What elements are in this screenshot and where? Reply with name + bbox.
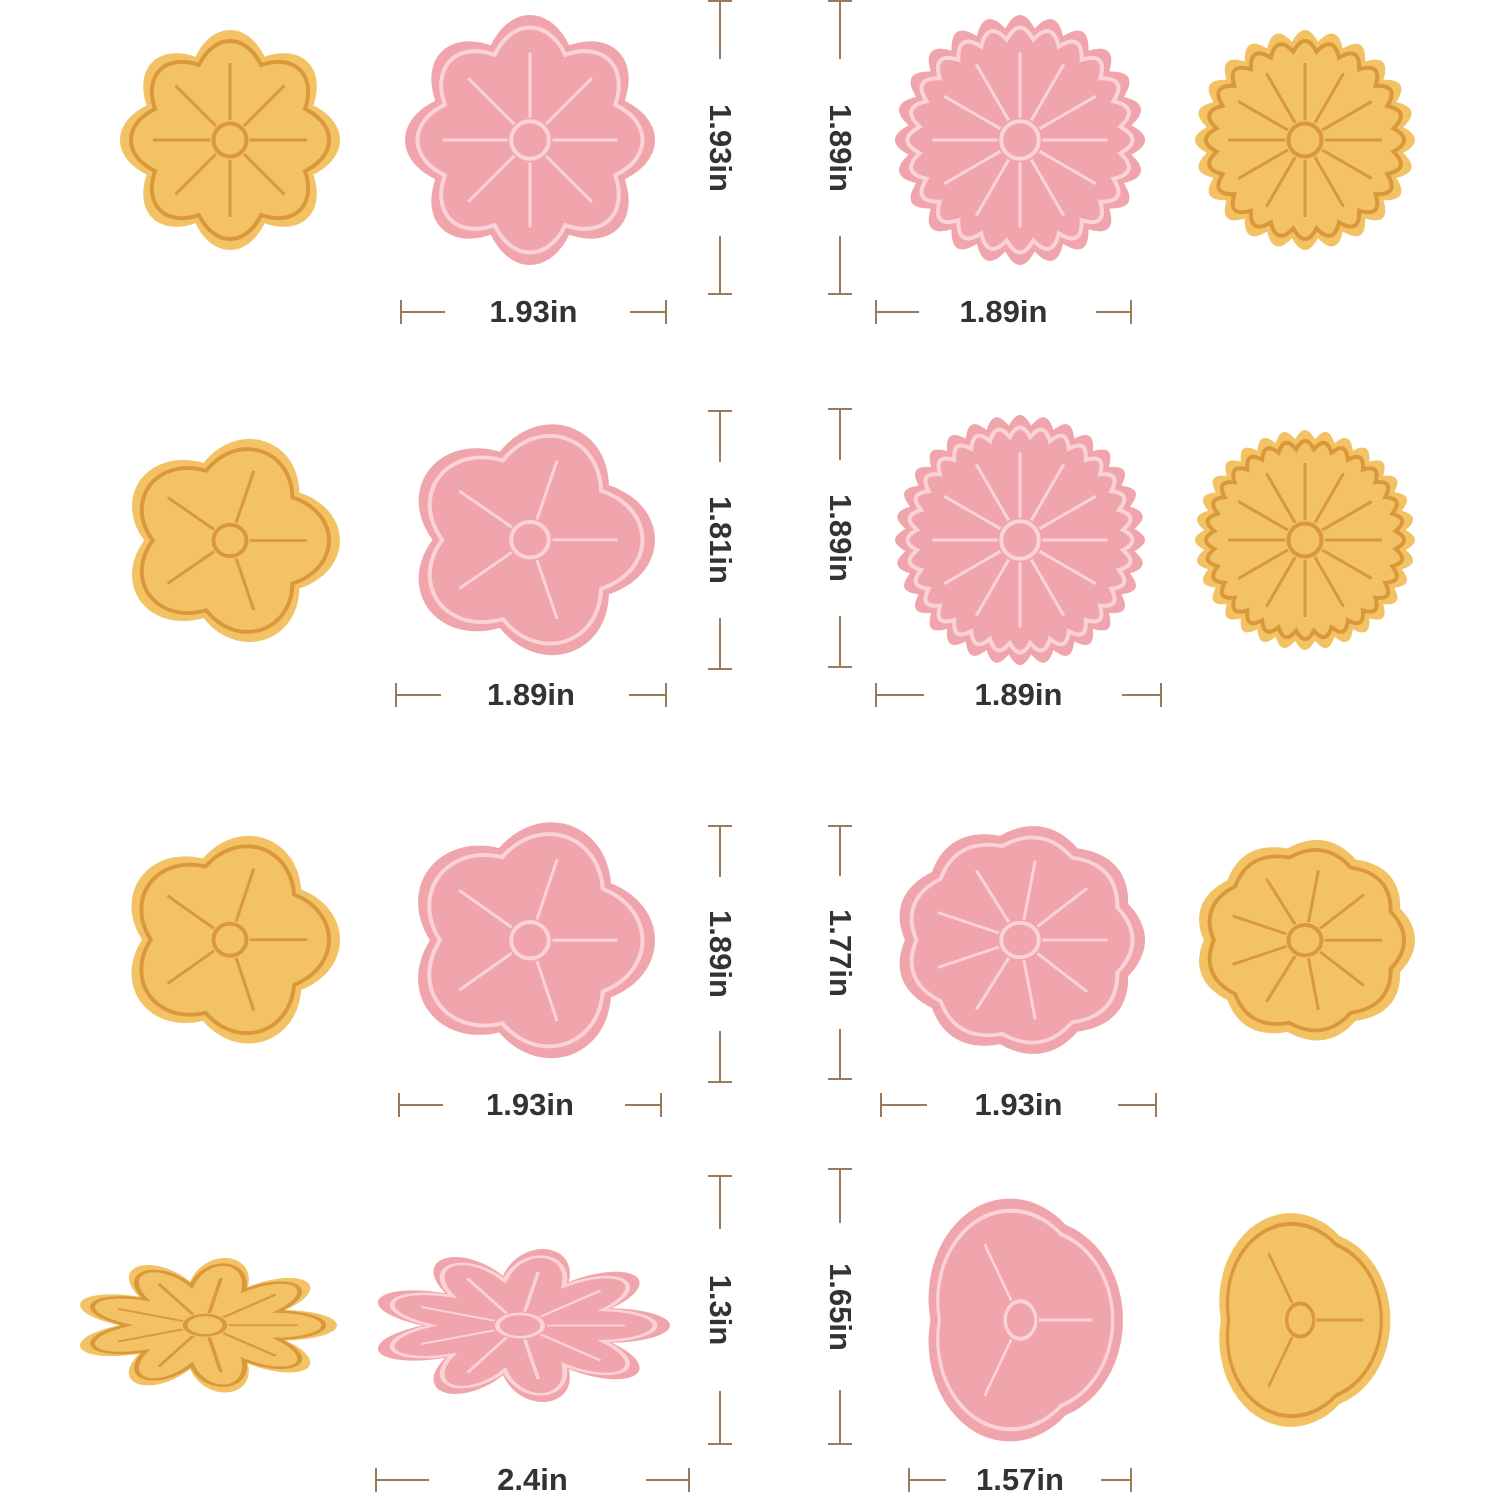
- height-dimension: 1.93in: [703, 0, 738, 295]
- height-label: 1.77in: [823, 908, 858, 997]
- sakura-flower-cookie: [132, 438, 340, 642]
- height-dimension: 1.89in: [823, 0, 858, 295]
- width-dimension: 2.4in: [375, 1462, 690, 1497]
- height-label: 1.93in: [703, 103, 738, 192]
- rose-flower-cookie: [1199, 839, 1415, 1041]
- width-dimension: 1.89in: [875, 677, 1162, 712]
- height-dimension: 1.77in: [823, 825, 858, 1080]
- plum-blossom-flower-cutter: [418, 822, 655, 1058]
- width-label: 1.89in: [959, 294, 1048, 329]
- width-label: 1.93in: [974, 1087, 1063, 1122]
- width-label: 1.93in: [489, 294, 578, 329]
- plum-blossom-flower-cookie: [131, 836, 340, 1044]
- height-dimension: 1.81in: [703, 410, 738, 670]
- height-label: 1.3in: [703, 1274, 738, 1346]
- width-dimension: 1.57in: [908, 1462, 1132, 1497]
- width-dimension: 1.89in: [395, 677, 667, 712]
- width-dimension: 1.93in: [398, 1087, 662, 1122]
- daisy-flower-cutter: [895, 15, 1145, 265]
- width-label: 2.4in: [497, 1462, 568, 1497]
- width-label: 1.89in: [487, 677, 575, 712]
- tulip-flower-cookie: [1219, 1213, 1391, 1427]
- height-dimension: 1.89in: [823, 408, 858, 668]
- tulip-flower-cutter: [927, 1198, 1123, 1442]
- width-label: 1.93in: [486, 1087, 574, 1122]
- width-dimension: 1.93in: [880, 1087, 1157, 1122]
- height-dimension: 1.89in: [703, 825, 738, 1083]
- width-dimension: 1.89in: [875, 294, 1132, 329]
- lotus-flower-cutter: [378, 1248, 670, 1402]
- daisy-flower-cookie: [1195, 30, 1415, 250]
- height-dimension: 1.3in: [703, 1175, 738, 1445]
- height-label: 1.89in: [703, 910, 738, 998]
- height-label: 1.65in: [823, 1262, 858, 1351]
- sakura-flower-cutter: [418, 424, 655, 656]
- height-label: 1.81in: [703, 496, 738, 584]
- sunflower-cutter: [895, 415, 1145, 665]
- rose-flower-cutter: [899, 826, 1145, 1054]
- height-label: 1.89in: [823, 494, 858, 582]
- width-label: 1.89in: [974, 677, 1063, 712]
- width-dimension: 1.93in: [400, 294, 667, 329]
- cherry-blossom-flower-cookie: [120, 30, 340, 250]
- height-dimension: 1.65in: [823, 1168, 858, 1445]
- height-label: 1.89in: [823, 103, 858, 192]
- cherry-blossom-flower-cutter: [405, 15, 655, 265]
- width-label: 1.57in: [976, 1462, 1064, 1497]
- lotus-flower-cookie: [80, 1257, 338, 1393]
- sunflower-cookie: [1195, 430, 1415, 650]
